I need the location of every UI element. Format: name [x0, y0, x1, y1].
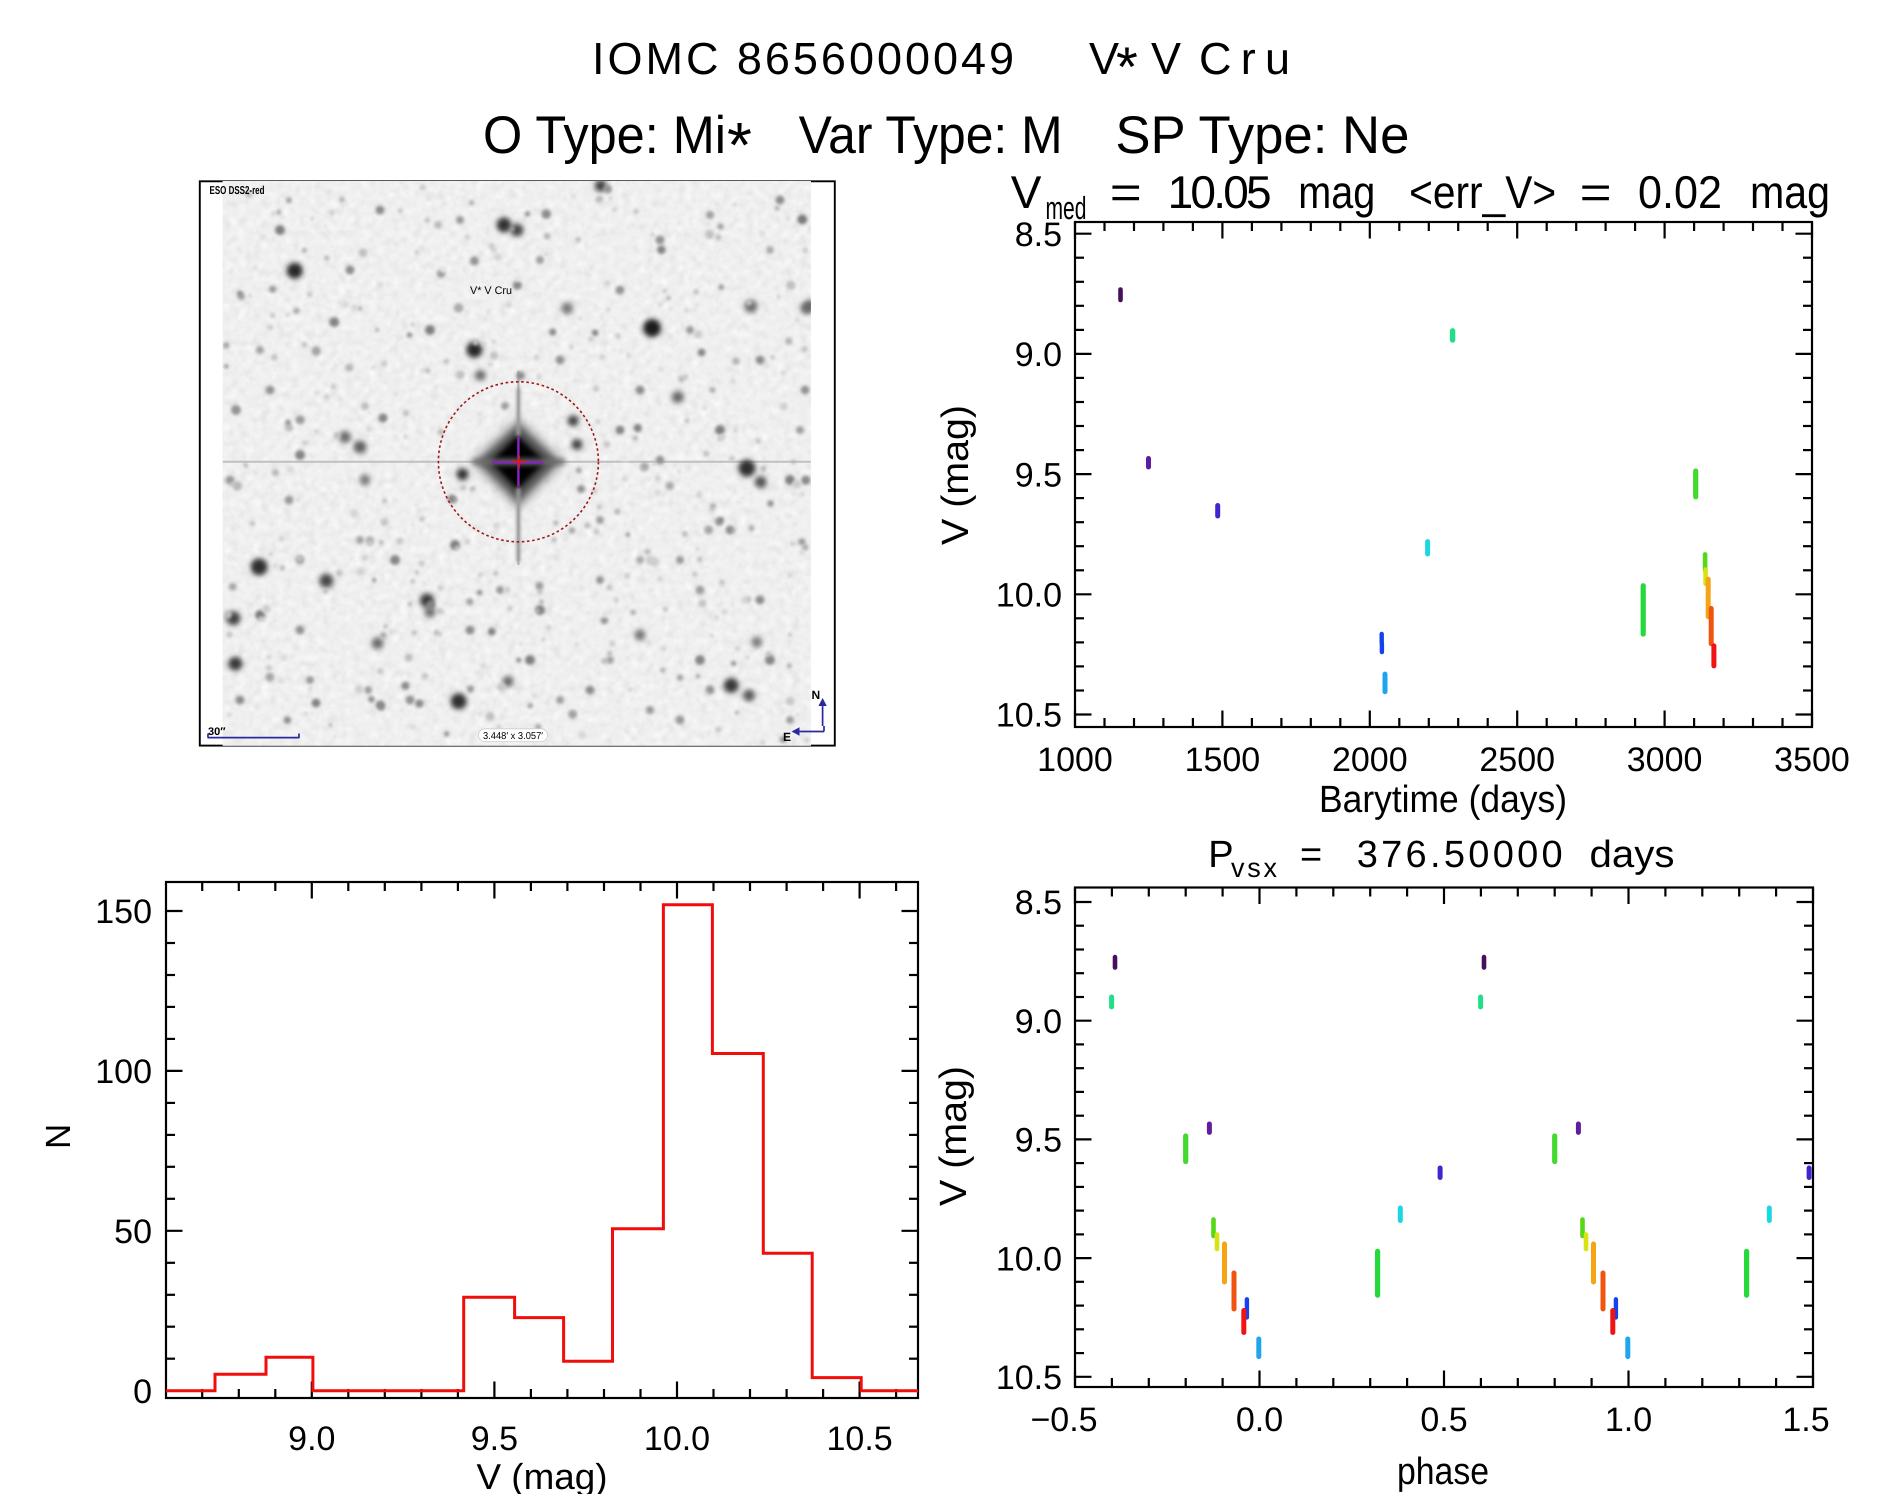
svg-text:10.5: 10.5: [827, 1420, 893, 1458]
svg-text:3500: 3500: [1774, 741, 1850, 779]
svg-text:1.0: 1.0: [1605, 1401, 1652, 1439]
svg-text:1000: 1000: [1037, 741, 1113, 779]
svg-text:Var Type: M: Var Type: M: [799, 106, 1063, 165]
svg-text:150: 150: [95, 893, 152, 931]
svg-text:9.5: 9.5: [1015, 456, 1062, 494]
svg-text:vsx: vsx: [1231, 853, 1278, 883]
svg-text:SP Type: Ne: SP Type: Ne: [1115, 106, 1409, 165]
svg-text:0.5: 0.5: [1420, 1401, 1467, 1439]
svg-text:P: P: [1208, 834, 1233, 876]
svg-text:0: 0: [133, 1373, 152, 1411]
svg-text:9.0: 9.0: [1015, 1003, 1062, 1041]
svg-text:V: V: [1151, 33, 1181, 84]
svg-text:=: =: [1580, 166, 1612, 218]
svg-text:med: med: [1046, 190, 1087, 226]
svg-text:mag: mag: [1298, 166, 1375, 218]
svg-text:N: N: [39, 1124, 78, 1149]
svg-text:10.5: 10.5: [996, 697, 1062, 735]
svg-text:V (mag): V (mag): [935, 405, 977, 545]
svg-text:*: *: [1116, 35, 1138, 98]
svg-text:8.5: 8.5: [1015, 884, 1062, 922]
svg-text:V (mag): V (mag): [477, 1456, 608, 1494]
svg-text:9.0: 9.0: [1015, 336, 1062, 374]
svg-text:10.0: 10.0: [644, 1420, 710, 1458]
svg-text:*: *: [727, 109, 752, 181]
svg-text:0.0: 0.0: [1236, 1401, 1283, 1439]
svg-text:V* V Cru: V* V Cru: [470, 285, 512, 297]
svg-text:10.0: 10.0: [996, 1240, 1062, 1278]
svg-text:N: N: [812, 688, 821, 702]
svg-text:V: V: [1011, 166, 1042, 218]
svg-text:<err_V>: <err_V>: [1409, 166, 1556, 218]
svg-text:3000: 3000: [1627, 741, 1703, 779]
svg-text:V: V: [1089, 33, 1119, 84]
svg-text:IOMC 8656000049: IOMC 8656000049: [592, 33, 1014, 84]
svg-text:9.5: 9.5: [471, 1420, 518, 1458]
svg-text:10.0: 10.0: [996, 577, 1062, 615]
svg-text:V (mag): V (mag): [933, 1066, 975, 1206]
svg-text:E: E: [783, 730, 791, 744]
svg-text:ESO DSS2-red: ESO DSS2-red: [210, 185, 265, 197]
svg-text:9.5: 9.5: [1015, 1122, 1062, 1160]
svg-text:10.05: 10.05: [1168, 166, 1272, 218]
svg-text:mag: mag: [1750, 166, 1830, 218]
svg-text:30″: 30″: [208, 726, 226, 738]
svg-text:2000: 2000: [1332, 741, 1408, 779]
svg-text:50: 50: [114, 1213, 152, 1251]
svg-text:O Type: Mi: O Type: Mi: [483, 106, 726, 165]
svg-text:Cru: Cru: [1199, 33, 1290, 84]
svg-text:1.5: 1.5: [1782, 1401, 1829, 1439]
svg-text:=: =: [1300, 834, 1322, 876]
svg-text:0.02: 0.02: [1638, 166, 1722, 218]
svg-text:−0.5: −0.5: [1030, 1401, 1097, 1439]
svg-text:3.448′ x 3.057′: 3.448′ x 3.057′: [483, 731, 543, 742]
svg-text:=: =: [1110, 166, 1142, 218]
svg-text:100: 100: [95, 1053, 152, 1091]
svg-text:8.5: 8.5: [1015, 216, 1062, 254]
svg-text:9.0: 9.0: [288, 1420, 335, 1458]
svg-text:phase: phase: [1397, 1451, 1489, 1493]
svg-text:10.5: 10.5: [996, 1359, 1062, 1397]
svg-text:Barytime (days): Barytime (days): [1319, 779, 1567, 821]
svg-text:days: days: [1590, 834, 1675, 876]
svg-text:376.50000: 376.50000: [1357, 834, 1563, 876]
svg-text:2500: 2500: [1479, 741, 1555, 779]
svg-text:1500: 1500: [1185, 741, 1261, 779]
